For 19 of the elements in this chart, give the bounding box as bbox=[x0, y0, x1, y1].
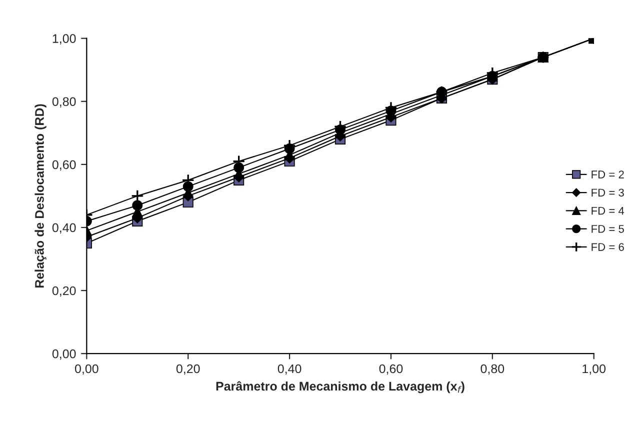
x-tick-label: 0,40 bbox=[278, 364, 302, 375]
y-tick-label: 0,20 bbox=[52, 286, 76, 297]
x-tick-label: 0,80 bbox=[480, 364, 504, 375]
y-tick-label: 0,80 bbox=[52, 97, 76, 108]
y-axis-title: Relação de Deslocamento (RD) bbox=[34, 104, 46, 288]
legend-label: FD = 6 bbox=[592, 243, 624, 251]
x-axis-title: Parâmetro de Mecanismo de Lavagem (x$_{f}$) bbox=[216, 381, 464, 394]
x-tick-label: 0,60 bbox=[379, 364, 403, 375]
x-tick-label: 1,00 bbox=[582, 364, 606, 375]
y-tick-label: 0,60 bbox=[52, 160, 76, 171]
y-tick-label: 1,00 bbox=[52, 34, 76, 44]
legend-label: FD = 4 bbox=[592, 206, 624, 215]
legend-label: FD = 5 bbox=[592, 225, 624, 233]
x-tick-label: 0,20 bbox=[176, 364, 200, 375]
y-tick-label: 0,40 bbox=[52, 223, 76, 234]
y-tick-label: 0,00 bbox=[52, 349, 76, 360]
legend-label: FD = 3 bbox=[592, 188, 624, 197]
x-tick-label: 0,00 bbox=[74, 364, 98, 375]
legend-label: FD = 2 bbox=[592, 170, 624, 178]
